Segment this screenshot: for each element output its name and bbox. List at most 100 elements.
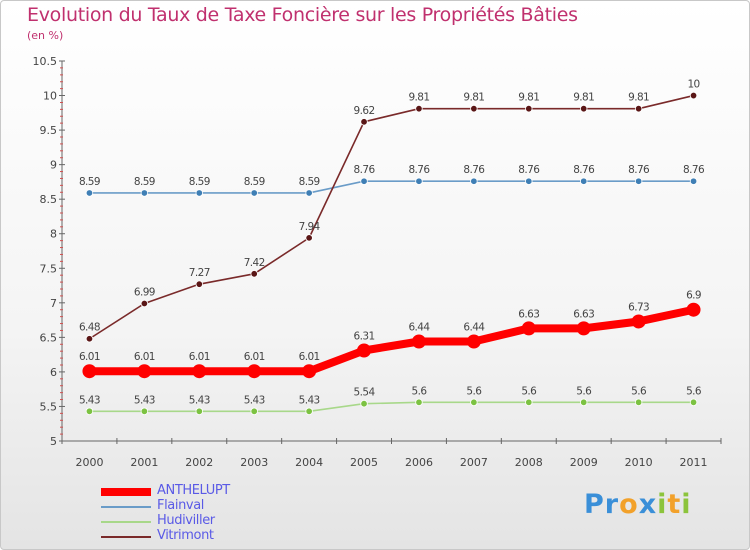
x-tick-label: 2000: [75, 456, 103, 469]
x-tick-label: 2008: [515, 456, 543, 469]
data-label-anthelupt: 6.44: [408, 322, 430, 334]
legend-swatch-hudiviller: [101, 521, 151, 523]
series-line-hudiviller: [88, 401, 695, 413]
data-point-anthelupt: [137, 364, 152, 379]
data-label-flainval: 8.76: [573, 164, 595, 176]
data-point-flainval: [634, 177, 643, 185]
data-label-flainval: 8.76: [518, 164, 540, 176]
series-line-flainval: [88, 180, 695, 194]
data-label-hudiviller: 5.54: [354, 387, 376, 399]
data-label-vitrimont: 9.81: [408, 92, 429, 104]
data-point-flainval: [415, 177, 423, 185]
data-label-vitrimont: 6.48: [79, 322, 100, 334]
series-line-vitrimont: [88, 94, 695, 340]
x-tick-label: 2002: [185, 456, 213, 469]
y-tick-label: 5: [50, 435, 57, 448]
data-point-vitrimont: [140, 299, 149, 308]
data-point-flainval: [525, 177, 533, 185]
data-point-flainval: [140, 189, 149, 197]
legend-label-flainval: Flainval: [157, 498, 204, 513]
series-line-anthelupt: [85, 305, 698, 376]
data-label-vitrimont: 7.42: [244, 257, 265, 269]
data-label-flainval: 8.76: [408, 164, 430, 176]
data-point-flainval: [250, 189, 258, 197]
y-tick-label: 9.5: [40, 124, 58, 137]
data-point-anthelupt: [357, 343, 372, 358]
data-label-hudiviller: 5.43: [299, 394, 320, 406]
data-point-anthelupt: [521, 321, 536, 336]
data-point-anthelupt: [466, 334, 481, 349]
data-label-flainval: 8.76: [463, 164, 485, 176]
data-point-hudiviller: [250, 407, 258, 415]
data-label-vitrimont: 7.94: [299, 221, 321, 233]
x-tick-label: 2009: [570, 456, 598, 469]
data-label-anthelupt: 6.01: [244, 351, 265, 363]
data-label-flainval: 8.59: [244, 176, 265, 188]
legend-swatch-flainval: [101, 506, 151, 508]
data-point-vitrimont: [195, 280, 203, 288]
data-point-hudiviller: [305, 407, 313, 415]
logo-letter: t: [667, 489, 682, 520]
data-label-vitrimont: 9.81: [463, 92, 484, 104]
data-point-flainval: [470, 177, 478, 185]
data-label-flainval: 8.76: [628, 164, 650, 176]
x-tick-label: 2007: [460, 456, 488, 469]
logo-letter: r: [604, 489, 620, 520]
data-label-vitrimont: 6.99: [134, 287, 155, 299]
legend-swatch-vitrimont: [101, 536, 151, 538]
series-lines: [85, 94, 698, 413]
data-point-flainval: [85, 189, 94, 197]
data-point-hudiviller: [634, 398, 643, 407]
data-point-hudiviller: [689, 398, 698, 407]
data-point-hudiviller: [525, 398, 533, 407]
data-label-flainval: 8.59: [79, 176, 100, 188]
legend-label-anthelupt: ANTHELUPT: [157, 483, 230, 498]
data-label-hudiviller: 5.43: [244, 394, 265, 406]
data-label-anthelupt: 6.01: [189, 351, 210, 363]
data-label-vitrimont: 9.81: [573, 92, 594, 104]
data-labels: 8.59 8.59 8.59 8.59 8.59 8.76 8.76 8.76 8.76 8.76…: [79, 79, 706, 407]
data-label-anthelupt: 6.01: [299, 351, 320, 363]
x-tick-label: 2010: [625, 456, 653, 469]
data-point-anthelupt: [631, 314, 646, 329]
data-point-vitrimont: [525, 104, 533, 113]
data-label-hudiviller: 5.43: [134, 394, 155, 406]
data-label-flainval: 8.59: [134, 176, 155, 188]
data-point-hudiviller: [580, 398, 588, 407]
data-point-anthelupt: [576, 321, 591, 336]
data-point-hudiviller: [415, 398, 423, 407]
data-point-vitrimont: [470, 104, 478, 113]
legend-label-hudiviller: Hudiviller: [157, 513, 215, 528]
data-point-vitrimont: [415, 104, 423, 113]
logo-letter: i: [657, 489, 668, 520]
data-label-flainval: 8.59: [189, 176, 210, 188]
data-label-hudiviller: 5.43: [79, 394, 100, 406]
x-tick-label: 2004: [295, 456, 323, 469]
x-tick-label: 2006: [405, 456, 433, 469]
x-tick-label: 2003: [240, 456, 268, 469]
data-label-anthelupt: 6.63: [518, 308, 539, 320]
data-point-vitrimont: [360, 118, 368, 126]
data-point-vitrimont: [634, 104, 643, 113]
chart-unit-label: (en %): [27, 29, 64, 42]
data-label-vitrimont: 7.27: [189, 267, 210, 279]
data-point-vitrimont: [689, 91, 698, 100]
legend-label-vitrimont: Vitrimont: [157, 528, 214, 543]
y-tick-label: 7: [50, 297, 57, 310]
data-label-anthelupt: 6.44: [463, 322, 485, 334]
data-label-hudiviller: 5.6: [521, 385, 537, 397]
y-tick-label: 5.5: [40, 400, 58, 413]
data-point-flainval: [195, 189, 203, 197]
data-point-anthelupt: [82, 364, 97, 379]
data-point-flainval: [305, 189, 313, 197]
x-tick-label: 2001: [130, 456, 158, 469]
data-point-vitrimont: [250, 270, 258, 278]
series-points: [82, 91, 701, 415]
data-point-anthelupt: [686, 302, 701, 317]
data-point-flainval: [580, 177, 588, 185]
y-tick-label: 10.5: [33, 55, 58, 68]
x-tick-label: 2011: [680, 456, 708, 469]
data-point-vitrimont: [305, 234, 313, 242]
